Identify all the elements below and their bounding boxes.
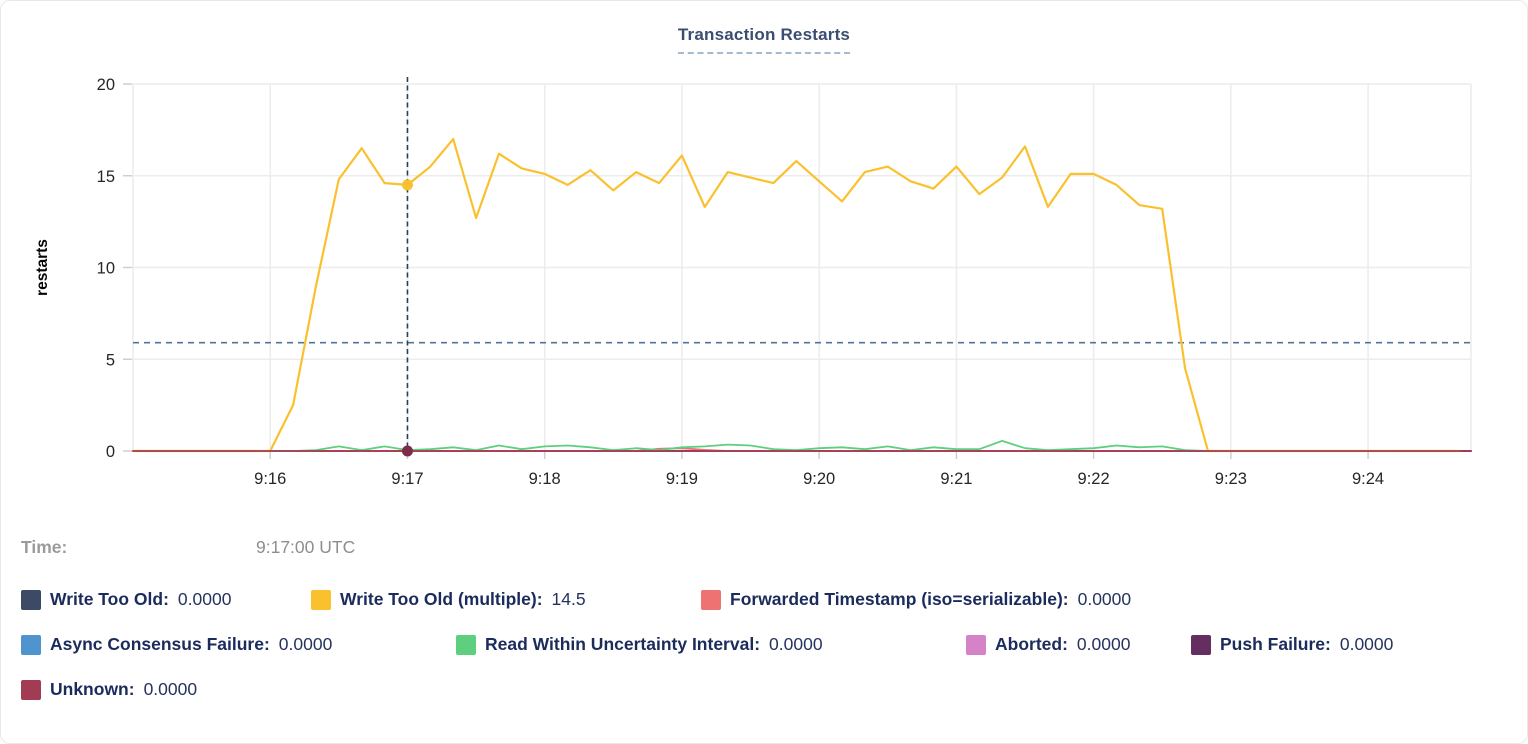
y-tick-label: 5 <box>106 351 115 369</box>
legend-label: Unknown: <box>50 679 135 699</box>
series-line-read-within-uncertainty-interval <box>132 439 1461 452</box>
legend-label: Write Too Old (multiple): <box>340 589 543 609</box>
y-tick-label: 0 <box>106 443 115 461</box>
x-tick-label: 9:22 <box>1078 470 1110 488</box>
x-tick-label: 9:23 <box>1215 470 1247 488</box>
legend-item-aborted[interactable]: Aborted: 0.0000 <box>966 634 1130 655</box>
legend-item-write-too-old[interactable]: Write Too Old: 0.0000 <box>21 589 231 610</box>
hover-time-row: Time: 9:17:00 UTC <box>1 537 1527 561</box>
legend-swatch-icon <box>311 589 331 610</box>
line-chart-plot-area[interactable]: 0 5 10 15 20 9:16 9:17 9:18 9:19 9:20 9:21 9:22 9:23… <box>1 1 1528 521</box>
chart-title-row: Transaction Restarts <box>1 25 1527 54</box>
x-tick-label: 9:21 <box>940 470 972 488</box>
legend-item-unknown[interactable]: Unknown: 0.0000 <box>21 679 197 700</box>
y-axis-title: restarts <box>34 239 51 296</box>
legend-swatch-icon <box>21 679 41 700</box>
legend-swatch-icon <box>701 589 721 610</box>
x-tick-label: 9:20 <box>803 470 835 488</box>
x-tick-label: 9:19 <box>666 470 698 488</box>
y-tick-label: 20 <box>97 76 115 94</box>
legend-value: 0.0000 <box>1077 589 1132 609</box>
legend-value: 0.0000 <box>1076 634 1131 654</box>
legend-label: Forwarded Timestamp (iso=serializable): <box>730 589 1069 609</box>
legend-label: Aborted: <box>995 634 1068 654</box>
legend-swatch-icon <box>21 634 41 655</box>
x-tick-label: 9:16 <box>254 470 286 488</box>
legend-item-async-consensus-failure[interactable]: Async Consensus Failure: 0.0000 <box>21 634 332 655</box>
legend-value: 14.5 <box>551 589 586 609</box>
legend-swatch-icon <box>21 589 41 610</box>
x-tick-label: 9:24 <box>1352 470 1384 488</box>
crosshair-dot-unknown <box>401 445 413 457</box>
chart-title[interactable]: Transaction Restarts <box>677 25 851 54</box>
crosshair-dot-write-too-old-multiple <box>401 179 413 191</box>
legend-swatch-icon <box>456 634 476 655</box>
legend-label: Push Failure: <box>1220 634 1331 654</box>
y-tick-label: 15 <box>97 168 115 186</box>
legend-value: 0.0000 <box>177 589 232 609</box>
legend-value: 0.0000 <box>143 679 198 699</box>
legend-value: 0.0000 <box>278 634 333 654</box>
legend-item-push-failure[interactable]: Push Failure: 0.0000 <box>1191 634 1393 655</box>
legend-swatch-icon <box>1191 634 1211 655</box>
legend-label: Write Too Old: <box>50 589 169 609</box>
legend-item-write-too-old-multiple[interactable]: Write Too Old (multiple): 14.5 <box>311 589 586 610</box>
legend-item-forwarded-timestamp-iso-serializable[interactable]: Forwarded Timestamp (iso=serializable): 0… <box>701 589 1131 610</box>
legend-value: 0.0000 <box>769 634 823 654</box>
time-label: Time: <box>21 537 68 557</box>
series-line-write-too-old-multiple <box>131 138 1461 453</box>
legend-value: 0.0000 <box>1339 634 1394 654</box>
legend-label: Read Within Uncertainty Interval: <box>485 634 761 654</box>
y-tick-label: 10 <box>97 260 115 278</box>
legend-item-read-within-uncertainty-interval[interactable]: Read Within Uncertainty Interval: 0.0000 <box>456 634 823 655</box>
legend-label: Async Consensus Failure: <box>50 634 270 654</box>
time-value: 9:17:00 UTC <box>256 537 356 557</box>
x-tick-label: 9:18 <box>529 470 561 488</box>
x-tick-label: 9:17 <box>391 470 423 488</box>
legend-swatch-icon <box>966 634 986 655</box>
